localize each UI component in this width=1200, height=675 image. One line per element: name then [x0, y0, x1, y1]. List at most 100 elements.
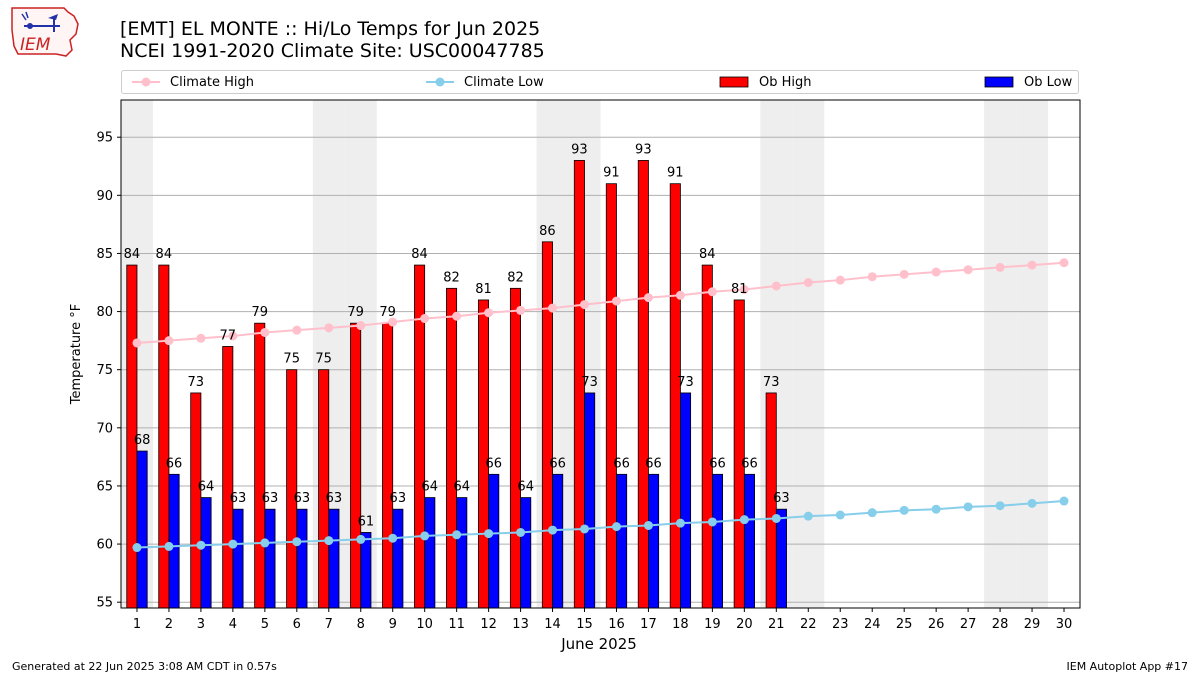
ob-high-value-label: 79 [379, 305, 396, 320]
climate-high-point [707, 287, 717, 297]
ob-low-bar [296, 508, 308, 609]
climate-high-point [388, 317, 398, 327]
ob-high-bar [318, 369, 330, 609]
ob-high-bar [382, 322, 394, 609]
legend-item-ob-low: Ob Low [984, 71, 1072, 93]
climate-high-point [164, 336, 174, 346]
x-tick-label: 5 [261, 617, 269, 632]
ob-low-bar [424, 497, 436, 609]
x-axis-label: June 2025 [560, 635, 637, 653]
ob-high-bar [350, 322, 362, 609]
climate-low-point [739, 515, 749, 525]
climate-high-point [132, 338, 142, 348]
ob-low-bar [680, 392, 692, 609]
x-tick-label: 25 [896, 617, 913, 632]
ob-low-bar [775, 508, 787, 609]
climate-high-point [931, 267, 941, 277]
x-tick-label: 15 [576, 617, 593, 632]
ob-low-bar [200, 497, 212, 609]
climate-high-point [324, 323, 334, 333]
climate-low-point [611, 522, 621, 532]
legend-marker-ob-low [984, 76, 1014, 88]
climate-high-point [452, 311, 462, 321]
ob-high-value-label: 75 [315, 352, 332, 367]
x-tick-label: 26 [928, 617, 945, 632]
ob-low-bar [136, 450, 148, 609]
climate-low-point [931, 504, 941, 514]
climate-low-point [803, 511, 813, 521]
climate-high-point [643, 293, 653, 303]
ob-high-value-label: 86 [539, 224, 556, 239]
weekend-band [1016, 100, 1049, 608]
climate-low-point [675, 518, 685, 528]
climate-high-point [675, 290, 685, 300]
plot-frame [120, 99, 1081, 609]
climate-high-point [611, 296, 621, 306]
ob-high-bar [446, 287, 458, 609]
climate-low-point [580, 524, 590, 534]
ob-high-bar [158, 264, 170, 609]
ob-high-bar [222, 346, 234, 609]
ob-high-value-label: 73 [188, 375, 205, 390]
ob-high-bar [669, 183, 681, 609]
climate-low-point [132, 543, 142, 553]
y-tick-label: 55 [96, 596, 113, 611]
x-tick-label: 19 [704, 617, 721, 632]
climate-low-point [1027, 498, 1037, 508]
ob-low-value-label: 66 [741, 456, 758, 471]
climate-high-point [420, 314, 430, 324]
legend-label-ob-low: Ob Low [1024, 74, 1073, 90]
ob-low-bar [168, 473, 180, 609]
ob-high-bar [477, 299, 490, 609]
footer-generated: Generated at 22 Jun 2025 3:08 AM CDT in … [12, 660, 277, 673]
ob-low-value-label: 63 [326, 491, 343, 506]
x-tick-label: 13 [512, 617, 529, 632]
ob-low-bar [264, 508, 276, 609]
ob-low-value-label: 63 [230, 491, 247, 506]
climate-low-point [963, 502, 973, 512]
climate-low-point [707, 517, 717, 527]
x-tick-label: 27 [960, 617, 977, 632]
climate-high-line [136, 261, 1065, 344]
climate-low-point [324, 536, 334, 546]
ob-low-value-label: 61 [358, 514, 375, 529]
x-tick-label: 20 [736, 617, 753, 632]
ob-high-bar [286, 369, 298, 609]
climate-high-point [580, 300, 590, 310]
x-tick-label: 7 [325, 617, 333, 632]
climate-low-line [136, 500, 1065, 549]
ob-low-value-label: 66 [645, 456, 662, 471]
climate-low-point [260, 538, 270, 548]
ob-low-bar [648, 473, 660, 609]
legend-label-climate-low: Climate Low [464, 74, 544, 90]
climate-low-point [388, 533, 398, 543]
climate-low-point [867, 508, 877, 518]
y-tick-label: 80 [96, 305, 113, 320]
climate-low-point [1059, 496, 1069, 506]
x-tick-label: 18 [672, 617, 689, 632]
ob-low-value-label: 73 [581, 375, 598, 390]
x-tick-label: 30 [1056, 617, 1073, 632]
climate-low-point [771, 513, 781, 523]
climate-low-point [228, 539, 238, 549]
y-tick-label: 90 [96, 189, 113, 204]
iem-logo-text: IEM [20, 35, 51, 55]
climate-low-point [835, 510, 845, 520]
climate-low-point [196, 540, 206, 550]
x-tick-label: 6 [293, 617, 301, 632]
climate-high-point [963, 265, 973, 275]
x-tick-label: 28 [992, 617, 1009, 632]
ob-low-value-label: 64 [453, 480, 470, 495]
ob-low-bar [328, 508, 340, 609]
ob-low-bar [743, 473, 755, 609]
ob-high-value-label: 82 [443, 270, 460, 285]
climate-high-point [1059, 258, 1069, 268]
ob-high-value-label: 73 [763, 375, 780, 390]
ob-low-bar [232, 508, 244, 609]
x-tick-label: 4 [229, 617, 237, 632]
climate-low-point [292, 537, 302, 547]
ob-high-bar [509, 287, 521, 609]
x-tick-label: 21 [768, 617, 785, 632]
climate-low-point [516, 527, 526, 537]
ob-low-bar [392, 508, 404, 609]
